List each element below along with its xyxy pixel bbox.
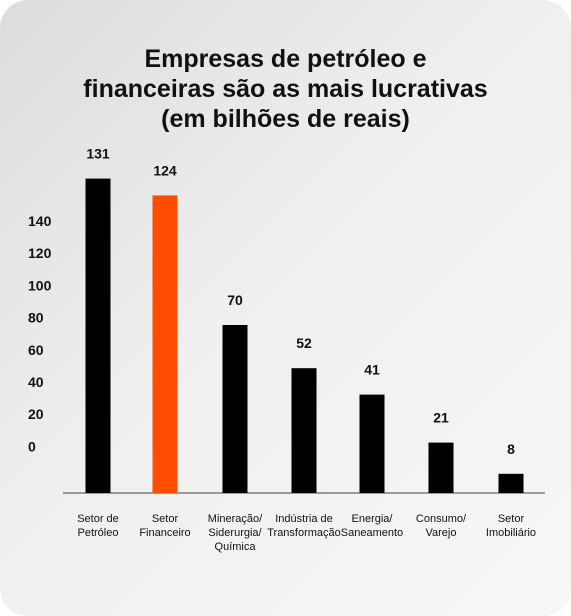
- chart-title-line-3: (em bilhões de reais): [161, 105, 410, 133]
- bar: [85, 178, 111, 493]
- data-label: 70: [227, 292, 243, 308]
- category-label: Saneamento: [341, 527, 403, 539]
- y-tick-label: 100: [28, 277, 52, 293]
- data-label: 8: [507, 441, 515, 457]
- data-label: 21: [433, 410, 449, 426]
- bar: [291, 368, 317, 493]
- y-tick-label: 80: [28, 310, 44, 326]
- category-label: Indústria de: [275, 513, 332, 525]
- data-label: 41: [364, 362, 380, 378]
- bar: [222, 325, 248, 493]
- bar: [152, 195, 178, 493]
- category-label: Consumo/: [416, 513, 467, 525]
- y-tick-label: 140: [28, 213, 52, 229]
- data-label: 124: [153, 162, 177, 178]
- category-label: Mineração/: [208, 513, 263, 525]
- category-label: Energia/: [352, 513, 394, 525]
- category-label: Setor de: [77, 513, 119, 525]
- category-label: Química: [215, 541, 257, 553]
- category-label: Varejo: [426, 527, 457, 539]
- category-label: Financeiro: [139, 527, 190, 539]
- chart-title: Empresas de petróleo e financeiras são a…: [0, 44, 571, 134]
- y-tick-label: 20: [28, 406, 44, 422]
- bar: [359, 394, 385, 493]
- bar: [428, 442, 454, 493]
- y-tick-label: 60: [28, 342, 44, 358]
- category-label: Setor: [498, 513, 525, 525]
- y-tick-label: 0: [28, 438, 36, 454]
- category-label: Transformação: [267, 527, 341, 539]
- category-label: Siderurgia/: [208, 527, 262, 539]
- data-label: 52: [296, 335, 312, 351]
- category-label: Petróleo: [78, 527, 119, 539]
- y-tick-label: 40: [28, 374, 44, 390]
- category-label: Imobiliário: [486, 527, 536, 539]
- chart-title-line-2: financeiras são as mais lucrativas: [83, 75, 488, 103]
- chart-title-line-1: Empresas de petróleo e: [144, 45, 427, 73]
- y-tick-label: 120: [28, 245, 52, 261]
- bar: [498, 473, 524, 493]
- data-label: 131: [86, 146, 110, 162]
- category-label: Setor: [152, 513, 179, 525]
